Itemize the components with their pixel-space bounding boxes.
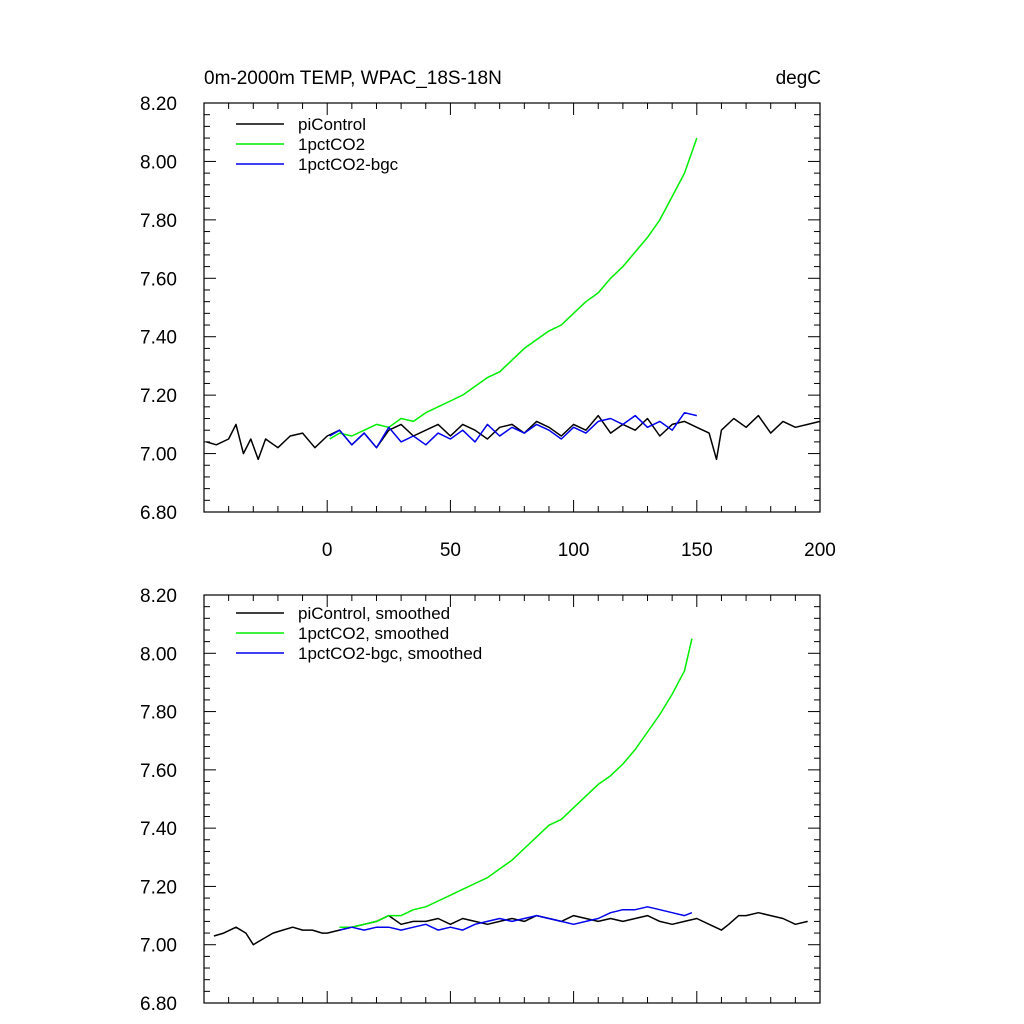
y-tick-label: 7.80 <box>140 211 177 232</box>
y-tick-label: 8.20 <box>140 586 177 607</box>
y-tick-label: 7.80 <box>140 703 177 724</box>
legend-label: 1pctCO2-bgc, smoothed <box>298 644 482 663</box>
y-tick-label: 6.80 <box>140 994 177 1015</box>
plot-frame <box>203 594 821 1004</box>
legend-label: 1pctCO2 <box>298 135 365 154</box>
y-tick-label: 7.40 <box>140 819 177 840</box>
chart-title-units: degC <box>776 68 821 89</box>
x-tick-label: 0 <box>322 540 333 561</box>
legend-label: piControl, smoothed <box>298 604 450 623</box>
x-tick-label: 200 <box>804 540 836 561</box>
series-line-1pctco2-bgc <box>329 411 697 449</box>
y-tick-label: 7.00 <box>140 445 177 466</box>
y-tick-label: 7.60 <box>140 269 177 290</box>
y-tick-label: 8.20 <box>140 94 177 115</box>
top-panel: 6.80 7.00 7.20 7.40 7.60 7.80 8.00 8.20 0 50 100 15… <box>140 94 836 561</box>
x-tick-label: 50 <box>440 540 461 561</box>
x-tick-label: 100 <box>558 540 590 561</box>
plot-frame <box>203 102 821 513</box>
y-tick-label: 7.20 <box>140 386 177 407</box>
y-tick-label: 7.00 <box>140 936 177 957</box>
y-tick-label: 7.60 <box>140 761 177 782</box>
series-line-picontrol-smoothed <box>213 911 808 946</box>
legend-label: piControl <box>298 115 366 134</box>
y-tick-label: 6.80 <box>140 503 177 524</box>
y-tick-label: 7.40 <box>140 328 177 349</box>
y-tick-label: 7.20 <box>140 877 177 898</box>
series-line-picontrol <box>206 414 821 461</box>
bottom-panel: 6.80 7.00 7.20 7.40 7.60 7.80 8.00 8.20 piContro… <box>140 586 821 1015</box>
y-tick-label: 8.00 <box>140 152 177 173</box>
series-line-1pctco2 <box>329 137 698 440</box>
series-line-1pctco2-smoothed <box>339 638 693 928</box>
y-tick-label: 8.00 <box>140 644 177 665</box>
x-tick-label: 150 <box>681 540 713 561</box>
legend-label: 1pctCO2-bgc <box>298 155 399 174</box>
legend-label: 1pctCO2, smoothed <box>298 624 449 643</box>
chart-title-left: 0m-2000m TEMP, WPAC_18S-18N <box>204 68 502 89</box>
series-line-1pctco2-bgc-smoothed <box>339 906 693 931</box>
